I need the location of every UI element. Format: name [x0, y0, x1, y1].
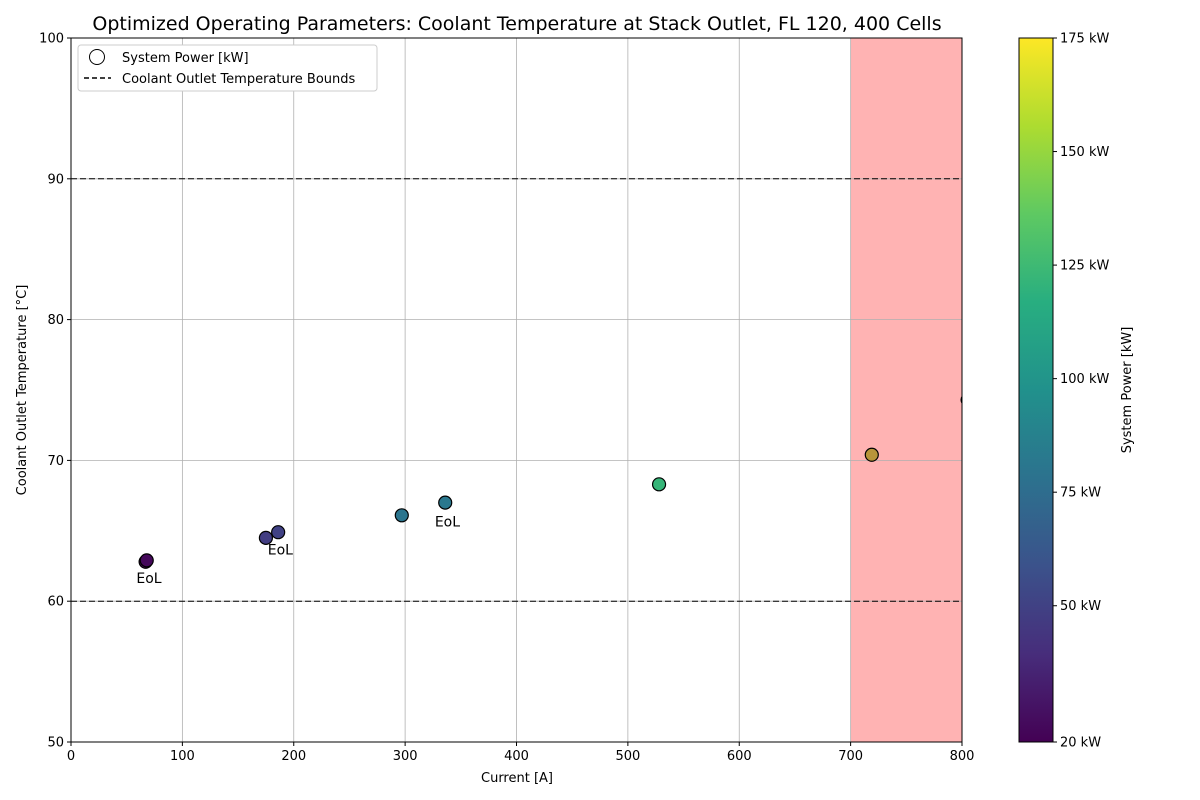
colorbar-ticks: 20 kW 50 kW 75 kW 100 kW 125 kW 150 kW 175 kW [1053, 32, 1109, 751]
data-point [139, 553, 154, 568]
colorbar-tick-label: 20 kW [1060, 736, 1101, 751]
data-points [138, 395, 962, 569]
x-tick-label: 300 [393, 749, 418, 764]
colorbar [1018, 37, 1054, 743]
data-point [258, 530, 274, 545]
colorbar-tick-label: 150 kW [1060, 145, 1109, 160]
data-point [651, 477, 667, 492]
annotation-label: EoL [435, 515, 460, 531]
legend: System Power [kW] Coolant Outlet Tempera… [77, 44, 378, 92]
data-point [394, 508, 409, 523]
x-tick-label: 600 [727, 749, 752, 764]
legend-points-label: System Power [kW] [122, 51, 249, 66]
y-tick-label: 70 [47, 454, 64, 469]
x-tick-label: 500 [615, 749, 640, 764]
x-tick-label: 0 [67, 749, 75, 764]
y-tick-label: 100 [39, 32, 64, 47]
annotations: EoL EoL EoL [136, 515, 460, 587]
x-tick-label: 100 [170, 749, 195, 764]
x-axis-ticks: 0 100 200 300 400 500 600 700 800 [67, 742, 975, 764]
y-axis-label: Coolant Outlet Temperature [°C] [15, 285, 30, 496]
chart-title: Optimized Operating Parameters: Coolant … [92, 13, 941, 35]
data-point [960, 395, 962, 405]
data-point [271, 525, 286, 540]
x-tick-label: 200 [281, 749, 306, 764]
legend-bounds-label: Coolant Outlet Temperature Bounds [122, 72, 356, 87]
colorbar-tick-label: 175 kW [1060, 32, 1109, 47]
legend-marker-icon [89, 49, 105, 65]
x-axis-label: Current [A] [481, 771, 553, 786]
colorbar-tick-label: 75 kW [1060, 486, 1101, 501]
colorbar-tick-label: 50 kW [1060, 599, 1101, 614]
y-axis-ticks: 50 60 70 80 90 100 [39, 32, 71, 751]
colorbar-tick-label: 100 kW [1060, 372, 1109, 387]
x-tick-label: 400 [504, 749, 529, 764]
colorbar-label: System Power [kW] [1120, 327, 1135, 454]
legend-box [77, 44, 378, 92]
y-tick-label: 90 [47, 172, 64, 187]
colorbar-tick-label: 125 kW [1060, 259, 1109, 274]
y-tick-label: 80 [47, 313, 64, 328]
data-point [438, 495, 453, 510]
y-tick-label: 50 [47, 736, 64, 751]
y-tick-label: 60 [47, 595, 64, 610]
annotation-label: EoL [268, 543, 293, 559]
x-tick-label: 800 [950, 749, 975, 764]
data-point [864, 447, 879, 462]
x-tick-label: 700 [838, 749, 863, 764]
shaded-region [850, 38, 962, 742]
annotation-label: EoL [136, 571, 161, 587]
temperature-bounds [71, 178, 962, 602]
